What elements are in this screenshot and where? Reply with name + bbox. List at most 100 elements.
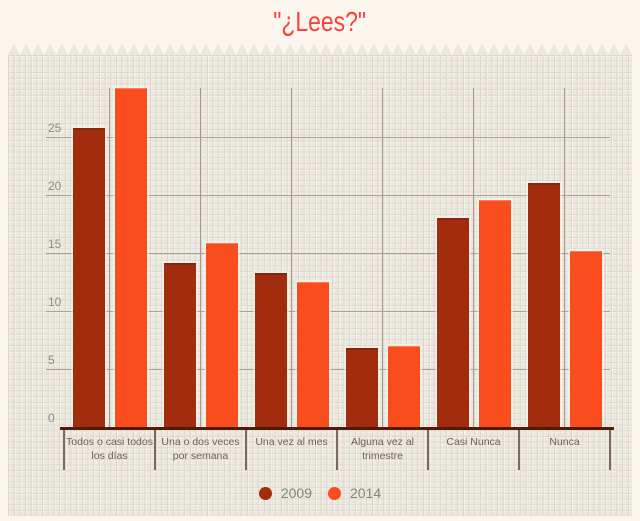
vertical-gridline bbox=[109, 88, 110, 427]
zigzag-tooth bbox=[92, 43, 104, 55]
bar-2014-1 bbox=[114, 88, 147, 427]
zigzag-tooth bbox=[260, 43, 272, 55]
zigzag-tooth bbox=[44, 43, 56, 55]
zigzag-tooth bbox=[236, 43, 248, 55]
category-divider bbox=[245, 430, 247, 470]
bar-2009-4 bbox=[345, 348, 378, 427]
bar-2014-4 bbox=[387, 346, 420, 427]
zigzag-tooth bbox=[212, 43, 224, 55]
zigzag-tooth bbox=[68, 43, 80, 55]
zigzag-tooth bbox=[380, 43, 392, 55]
category-divider bbox=[518, 430, 520, 470]
zigzag-tooth bbox=[8, 43, 20, 55]
legend-item-2014: 2014 bbox=[328, 485, 381, 501]
zigzag-tooth bbox=[272, 43, 284, 55]
zigzag-tooth bbox=[476, 43, 488, 55]
zigzag-tooth bbox=[404, 43, 416, 55]
horizontal-gridline bbox=[46, 137, 610, 138]
bar-2009-5 bbox=[436, 218, 469, 427]
zigzag-tooth bbox=[248, 43, 260, 55]
zigzag-tooth bbox=[500, 43, 512, 55]
y-axis-tick-label: 5 bbox=[48, 353, 55, 367]
zigzag-tooth bbox=[140, 43, 152, 55]
x-axis-category-label: Una vez al mes bbox=[255, 436, 328, 448]
plot-area: 0 5 10 15 20 25 Todos o casi todos los días Una… bbox=[8, 55, 632, 516]
category-divider bbox=[609, 430, 611, 470]
zigzag-tooth bbox=[308, 43, 320, 55]
zigzag-tooth bbox=[56, 43, 68, 55]
zigzag-tooth bbox=[620, 43, 632, 55]
vertical-gridline bbox=[473, 88, 474, 427]
bar-2014-3 bbox=[296, 282, 329, 427]
zigzag-tooth bbox=[320, 43, 332, 55]
zigzag-tooth bbox=[392, 43, 404, 55]
zigzag-border bbox=[8, 43, 632, 55]
bar-2009-6 bbox=[527, 183, 560, 427]
legend-item-2009: 2009 bbox=[258, 485, 312, 501]
zigzag-tooth bbox=[452, 43, 464, 55]
zigzag-tooth bbox=[104, 43, 116, 55]
zigzag-tooth bbox=[344, 43, 356, 55]
legend-label-2014: 2014 bbox=[350, 485, 382, 501]
bar-2014-2 bbox=[205, 243, 238, 427]
zigzag-tooth bbox=[512, 43, 524, 55]
horizontal-gridline bbox=[46, 253, 610, 254]
x-axis-category-label: Alguna vez al trimestre bbox=[350, 436, 415, 463]
zigzag-tooth bbox=[284, 43, 296, 55]
zigzag-tooth bbox=[200, 43, 212, 55]
y-axis-tick-label: 20 bbox=[48, 179, 62, 193]
x-axis-category-label: Casi Nunca bbox=[446, 436, 501, 448]
zigzag-tooth bbox=[428, 43, 440, 55]
zigzag-tooth bbox=[440, 43, 452, 55]
zigzag-tooth bbox=[560, 43, 572, 55]
y-axis-tick-label: 15 bbox=[48, 237, 62, 251]
bar-2009-3 bbox=[254, 273, 287, 427]
zigzag-tooth bbox=[20, 43, 32, 55]
horizontal-gridline bbox=[46, 195, 610, 196]
category-divider bbox=[63, 430, 65, 470]
y-axis-tick-label: 0 bbox=[48, 411, 55, 425]
zigzag-tooth bbox=[116, 43, 128, 55]
legend: 2009 2014 bbox=[8, 480, 632, 506]
vertical-gridline bbox=[564, 88, 565, 427]
zigzag-tooth bbox=[584, 43, 596, 55]
zigzag-tooth bbox=[608, 43, 620, 55]
zigzag-tooth bbox=[416, 43, 428, 55]
zigzag-tooth bbox=[572, 43, 584, 55]
x-axis-category-label: Una o dos veces por semana bbox=[161, 436, 240, 463]
zigzag-tooth bbox=[164, 43, 176, 55]
zigzag-tooth bbox=[224, 43, 236, 55]
vertical-gridline bbox=[382, 88, 383, 427]
bar-2009-2 bbox=[163, 263, 196, 427]
zigzag-tooth bbox=[176, 43, 188, 55]
category-divider bbox=[336, 430, 338, 470]
zigzag-tooth bbox=[536, 43, 548, 55]
zigzag-tooth bbox=[296, 43, 308, 55]
x-axis-line bbox=[60, 427, 614, 430]
zigzag-tooth bbox=[332, 43, 344, 55]
legend-label-2009: 2009 bbox=[280, 485, 312, 501]
vertical-gridline bbox=[291, 88, 292, 427]
bar-2009-1 bbox=[72, 128, 105, 427]
zigzag-tooth bbox=[80, 43, 92, 55]
y-axis-tick-label: 10 bbox=[48, 295, 62, 309]
zigzag-tooth bbox=[596, 43, 608, 55]
bar-2014-5 bbox=[478, 200, 511, 427]
x-axis-category-label: Nunca bbox=[549, 436, 580, 448]
zigzag-tooth bbox=[188, 43, 200, 55]
legend-swatch-2014 bbox=[328, 486, 341, 500]
chart-title: "¿Lees?" bbox=[273, 5, 367, 37]
zigzag-tooth bbox=[488, 43, 500, 55]
zigzag-tooth bbox=[32, 43, 44, 55]
chart-panel: 0 5 10 15 20 25 Todos o casi todos los días Una… bbox=[8, 55, 632, 516]
zigzag-tooth bbox=[356, 43, 368, 55]
category-divider bbox=[154, 430, 156, 470]
zigzag-tooth bbox=[368, 43, 380, 55]
vertical-gridline bbox=[200, 88, 201, 427]
zigzag-tooth bbox=[464, 43, 476, 55]
zigzag-tooth bbox=[128, 43, 140, 55]
x-axis-category-label: Todos o casi todos los días bbox=[66, 436, 153, 463]
zigzag-tooth bbox=[524, 43, 536, 55]
y-axis-tick-label: 25 bbox=[48, 121, 62, 135]
category-divider bbox=[427, 430, 429, 470]
